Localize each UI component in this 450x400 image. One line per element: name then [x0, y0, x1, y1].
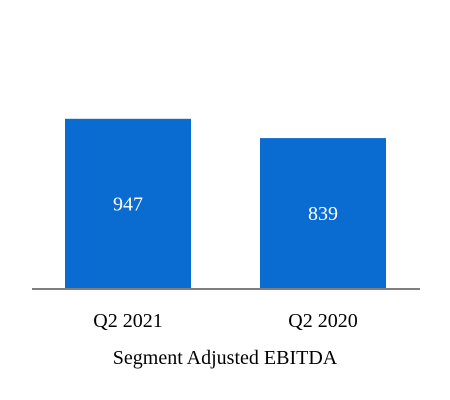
- x-axis-title: Segment Adjusted EBITDA: [113, 347, 338, 369]
- x-tick-label: Q2 2020: [288, 310, 357, 332]
- bar-q2-2021: [65, 118, 191, 288]
- bar-q2-2020: [260, 138, 386, 288]
- x-tick-label: Q2 2021: [93, 310, 162, 332]
- bar-value-label: 839: [308, 203, 338, 225]
- labels-group: 947 Q2 2021 839 Q2 2020: [93, 193, 357, 332]
- bars-group: [65, 118, 386, 288]
- bar-value-label: 947: [113, 193, 143, 215]
